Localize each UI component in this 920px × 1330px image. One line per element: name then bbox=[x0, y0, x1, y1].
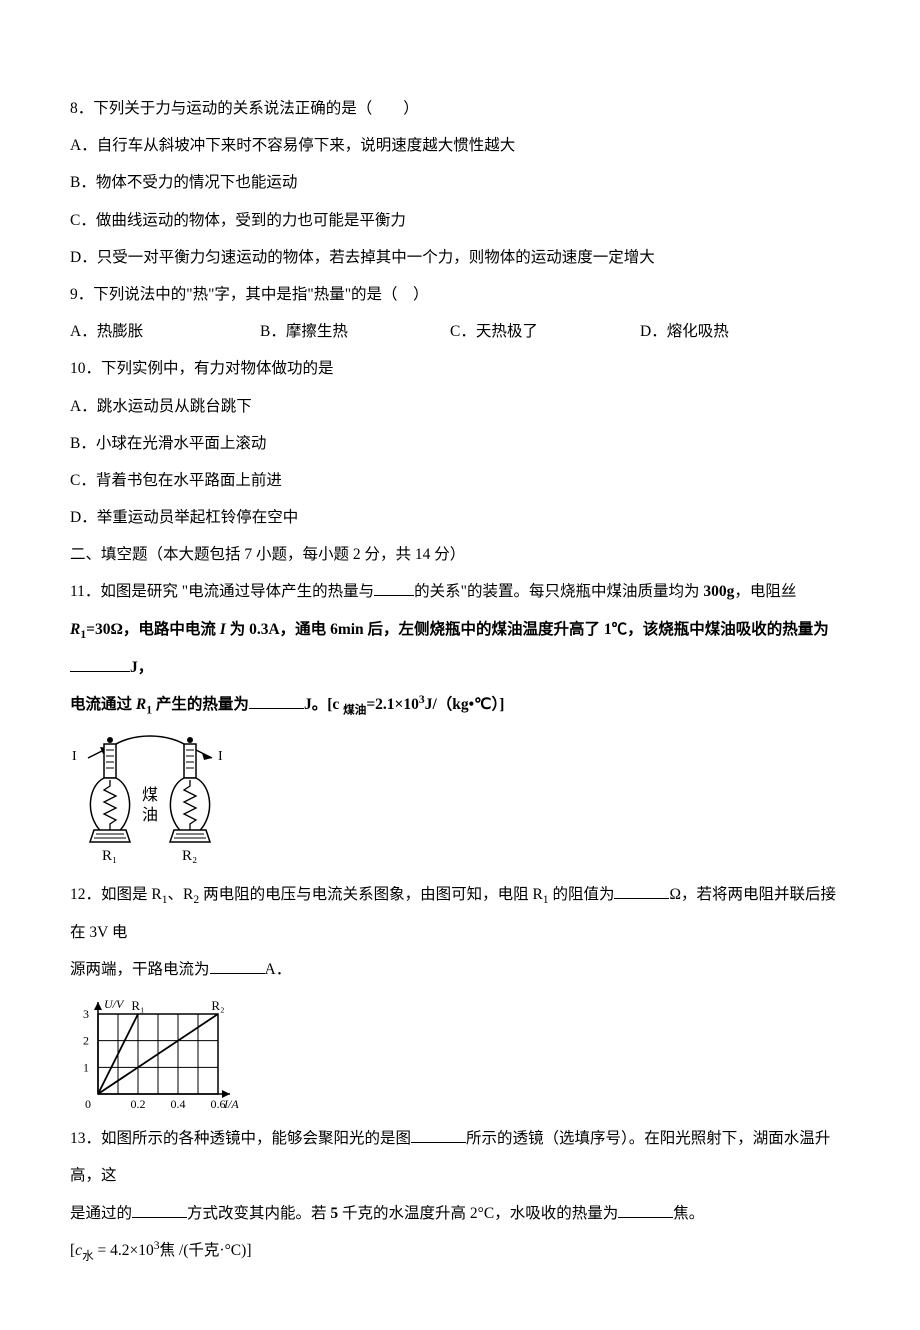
q13-blank1 bbox=[411, 1127, 466, 1144]
q10-option-c: C．背着书包在水平路面上前进 bbox=[70, 462, 850, 499]
q13-text: 方式改变其内能。若 bbox=[187, 1205, 330, 1222]
q13-text: 千克的水温度升高 bbox=[338, 1205, 470, 1222]
q11-c-sub: 煤油 bbox=[343, 703, 366, 716]
q12-text: 、R bbox=[168, 886, 194, 903]
svg-text:0: 0 bbox=[85, 1097, 91, 1111]
q8-option-c: C．做曲线运动的物体，受到的力也可能是平衡力 bbox=[70, 202, 850, 239]
q11-text: 产生的热量为 bbox=[152, 696, 249, 713]
q13-line2: 是通过的 方式改变其内能。若 5 千克的水温度升高 2°C，水吸收的热量为 焦。 bbox=[70, 1195, 850, 1232]
vi-graph-icon: 1230.20.40.60U/VI/AR₁R₂ bbox=[70, 994, 240, 1114]
q11-blank3 bbox=[249, 692, 304, 709]
q9-options: A．热膨胀 B．摩擦生热 C．天热极了 D．熔化吸热 bbox=[70, 313, 850, 350]
q12-blank2 bbox=[210, 958, 265, 975]
q11-fig-mid2: 油 bbox=[142, 806, 158, 824]
q13-text: 是通过的 bbox=[70, 1205, 132, 1222]
q13-line1: 13．如图所示的各种透镜中，能够会聚阳光的是图所示的透镜（选填序号）。在阳光照射… bbox=[70, 1120, 850, 1194]
q11-line3: 电流通过 R1 产生的热量为J。[c 煤油=2.1×103J/（kg•℃）] bbox=[70, 686, 850, 724]
q12-text: 源两端，干路电流为 bbox=[70, 961, 210, 978]
q12-line1: 12．如图是 R1、R2 两电阻的电压与电流关系图象，由图可知，电阻 R1 的阻… bbox=[70, 876, 850, 951]
q12-chart: 1230.20.40.60U/VI/AR₁R₂ bbox=[70, 994, 850, 1114]
q11-text: 为 bbox=[226, 621, 249, 638]
section-2-header: 二、填空题（本大题包括 7 小题，每小题 2 分，共 14 分） bbox=[70, 536, 850, 573]
exam-page: 8．下列关于力与运动的关系说法正确的是（ ） A．自行车从斜坡冲下来时不容易停下… bbox=[0, 0, 920, 1330]
q11-mass: 300g bbox=[703, 583, 734, 600]
q13-text: ，水吸收的热量为 bbox=[494, 1205, 618, 1222]
flask-right-icon bbox=[170, 737, 210, 842]
q13-mass: 5 bbox=[330, 1205, 338, 1222]
q11-text: ，该烧瓶中煤油吸收的热量为 bbox=[627, 621, 829, 638]
q10-stem: 10．下列实例中，有力对物体做功的是 bbox=[70, 350, 850, 387]
svg-text:0.2: 0.2 bbox=[131, 1097, 146, 1111]
q13-text: 13．如图所示的各种透镜中，能够会聚阳光的是图 bbox=[70, 1130, 411, 1147]
q11-line1: 11．如图是研究 "电流通过导体产生的热量与 的关系"的装置。每只烧瓶中煤油质量均… bbox=[70, 573, 850, 610]
q13-blank3 bbox=[618, 1201, 673, 1218]
q11-figure: I I bbox=[70, 730, 850, 870]
q9-stem: 9．下列说法中的"热"字，其中是指"热量"的是（ ） bbox=[70, 276, 850, 313]
q11-c-unit: J/（kg•℃）] bbox=[425, 696, 505, 713]
q11-unit-j2: J bbox=[304, 696, 312, 713]
q11-fig-r2: R₂ bbox=[182, 848, 197, 864]
q11-text: 11．如图是研究 "电流通过导体产生的热量与 bbox=[70, 583, 374, 600]
q11-fig-r1: R₁ bbox=[102, 848, 117, 864]
q13-blank2 bbox=[132, 1201, 187, 1218]
q9-option-c: C．天热极了 bbox=[450, 313, 640, 350]
q11-line2: R1=30Ω，电路中电流 I 为 0.3A，通电 6min 后，左侧烧瓶中的煤油… bbox=[70, 611, 850, 686]
svg-text:U/V: U/V bbox=[104, 997, 125, 1011]
q11-r1: R bbox=[70, 621, 80, 638]
q12-blank1 bbox=[614, 882, 669, 899]
q8-option-d: D．只受一对平衡力匀速运动的物体，若去掉其中一个力，则物体的运动速度一定增大 bbox=[70, 239, 850, 276]
q11-fig-mid1: 煤 bbox=[142, 786, 158, 804]
q11-text: 。[c bbox=[312, 696, 343, 713]
q11-r1b: R bbox=[136, 696, 146, 713]
q12-line2: 源两端，干路电流为 A． bbox=[70, 951, 850, 988]
q11-text: ，电阻丝 bbox=[734, 583, 796, 600]
q13-eq: = 4.2×10 bbox=[94, 1242, 154, 1259]
q12-unit-a: A． bbox=[265, 961, 292, 978]
q13-dt: 2°C bbox=[470, 1205, 494, 1222]
q11-text: 后，左侧烧瓶中的煤油温度升高了 bbox=[364, 621, 604, 638]
q9-option-a: A．热膨胀 bbox=[70, 313, 260, 350]
q11-blank1 bbox=[374, 580, 414, 597]
q11-c-eq: =2.1×10 bbox=[366, 696, 419, 713]
q11-fig-i-left: I bbox=[72, 749, 77, 764]
q12-text: 两电阻的电压与电流关系图象，由图可知，电阻 R bbox=[199, 886, 543, 903]
svg-text:3: 3 bbox=[83, 1007, 89, 1021]
q11-text: 电流通过 bbox=[70, 696, 136, 713]
q13-unit: 焦 /(千克·°C) bbox=[160, 1242, 247, 1259]
svg-text:0.4: 0.4 bbox=[171, 1097, 186, 1111]
q13-f-post: ] bbox=[246, 1242, 251, 1259]
svg-text:I/A: I/A bbox=[223, 1097, 239, 1111]
svg-text:R₁: R₁ bbox=[131, 998, 144, 1013]
flask-left-icon bbox=[90, 737, 130, 842]
q8-option-b: B．物体不受力的情况下也能运动 bbox=[70, 164, 850, 201]
q9-option-d: D．熔化吸热 bbox=[640, 313, 830, 350]
q13-formula: [c水 = 4.2×103焦 /(千克·°C)] bbox=[70, 1232, 850, 1270]
q10-option-b: B．小球在光滑水平面上滚动 bbox=[70, 425, 850, 462]
svg-text:1: 1 bbox=[83, 1061, 89, 1075]
q11-unit-j1: J bbox=[130, 659, 138, 676]
q8-option-a: A．自行车从斜坡冲下来时不容易停下来，说明速度越大惯性越大 bbox=[70, 127, 850, 164]
q12-text: 的阻值为 bbox=[549, 886, 615, 903]
q11-text: 的关系"的装置。每只烧瓶中煤油质量均为 bbox=[414, 583, 703, 600]
q11-time: 6min bbox=[330, 621, 364, 638]
svg-text:R₂: R₂ bbox=[211, 998, 224, 1013]
svg-text:2: 2 bbox=[83, 1034, 89, 1048]
q8-stem: 8．下列关于力与运动的关系说法正确的是（ ） bbox=[70, 90, 850, 127]
q10-option-a: A．跳水运动员从跳台跳下 bbox=[70, 388, 850, 425]
q12-text: 12．如图是 R bbox=[70, 886, 162, 903]
q11-dt: 1℃ bbox=[604, 621, 627, 638]
q11-current: 0.3A bbox=[249, 621, 280, 638]
q11-fig-i-right: I bbox=[218, 749, 223, 764]
q11-text: =30Ω，电路中电流 bbox=[86, 621, 220, 638]
q13-c-sub: 水 bbox=[82, 1249, 94, 1262]
q10-option-d: D．举重运动员举起杠铃停在空中 bbox=[70, 499, 850, 536]
q11-text: ， bbox=[138, 659, 154, 676]
q9-option-b: B．摩擦生热 bbox=[260, 313, 450, 350]
q13-text: 焦。 bbox=[673, 1205, 704, 1222]
flask-circuit-icon: I I bbox=[70, 730, 230, 870]
q11-blank2 bbox=[70, 655, 130, 672]
q11-text: ，通电 bbox=[280, 621, 330, 638]
